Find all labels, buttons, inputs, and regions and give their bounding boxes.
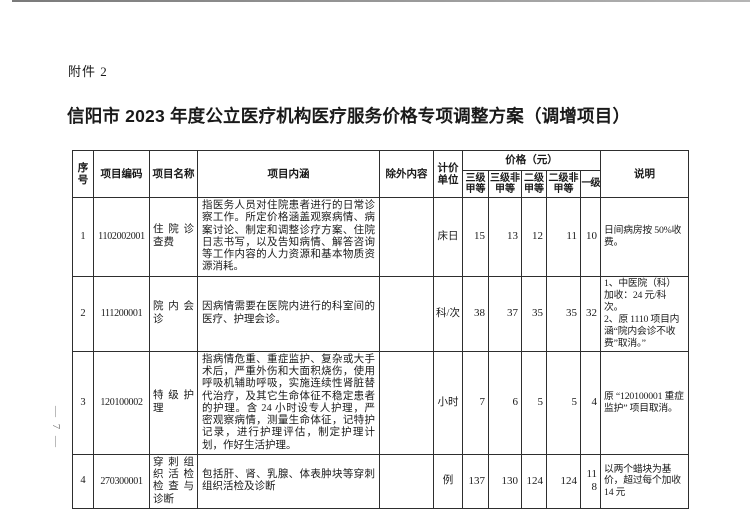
col-header-name: 项目名称 <box>149 150 198 198</box>
cell-price-3b: 37 <box>488 275 522 352</box>
col-header-unit: 计价单位 <box>433 150 463 198</box>
cell-code: 120100002 <box>93 350 150 455</box>
cell-price-2b: 11 <box>546 197 581 277</box>
cell-price-2b: 5 <box>546 350 581 455</box>
cell-price-1: 4 <box>579 350 602 455</box>
cell-note: 日间病房按 50%收费。 <box>600 197 690 277</box>
col-header-level-2b: 二级非甲等 <box>546 170 581 198</box>
col-header-content: 项目内涵 <box>197 150 380 198</box>
cell-price-2a: 124 <box>521 453 547 509</box>
cell-price-2b: 35 <box>546 275 581 352</box>
cell-price-1: 32 <box>579 275 602 352</box>
cell-unit: 科/次 <box>433 275 463 352</box>
cell-name: 特级护理 <box>149 350 198 455</box>
cell-price-2b: 124 <box>546 453 581 509</box>
pricing-table-container: 序号 项目编码 项目名称 项目内涵 除外内容 计价单位 价格（元） 说明 三级甲… <box>72 150 690 509</box>
scan-edge-artifact <box>12 0 750 2</box>
cell-price-3b: 130 <box>488 453 522 509</box>
attachment-label: 附件 2 <box>68 64 108 79</box>
header-row-levels: 三级甲等 三级非甲等 二级甲等 二级非甲等 一级 <box>73 170 689 198</box>
col-header-excluded: 除外内容 <box>379 150 434 198</box>
table-row: 4 270300001 穿刺组织活检检查与诊断 包括肝、肾、乳腺、体表肿块等穿刺… <box>72 453 690 509</box>
header-row-top: 序号 项目编码 项目名称 项目内涵 除外内容 计价单位 价格（元） 说明 <box>72 150 690 198</box>
cell-excluded <box>379 453 434 509</box>
cell-seq: 3 <box>72 350 94 455</box>
cell-price-2a: 12 <box>521 197 547 277</box>
cell-price-1: 10 <box>579 197 602 277</box>
cell-price-3a: 137 <box>462 453 489 509</box>
table-row: 3 120100002 特级护理 指病情危重、重症监护、复杂或大手术后，严重外伤… <box>72 350 690 455</box>
cell-name: 住院诊查费 <box>149 197 198 277</box>
col-header-code: 项目编码 <box>93 150 150 198</box>
col-header-level-3b: 三级非甲等 <box>488 170 522 198</box>
table-row: 1 1102002001 住院诊查费 指医务人员对住院患者进行的日常诊察工作。所… <box>72 197 690 277</box>
cell-note: 1、中医院（科）加收：24 元/科次。 2、原 1110 项目内涵“院内会诊不收… <box>600 275 690 352</box>
col-header-price-group: 价格（元） <box>461 150 602 171</box>
col-header-level-2a: 二级甲等 <box>521 170 547 198</box>
cell-content: 指医务人员对住院患者进行的日常诊察工作。所定价格涵盖观察病情、病案讨论、制定和调… <box>197 197 380 277</box>
table-row: 2 111200001 院内会诊 因病情需要在医院内进行的科室间的医疗、护理会诊… <box>72 275 690 352</box>
cell-seq: 4 <box>72 453 94 509</box>
cell-seq: 2 <box>72 275 94 352</box>
cell-code: 1102002001 <box>93 197 150 277</box>
cell-name: 院内会诊 <box>149 275 198 352</box>
col-header-note: 说明 <box>600 150 690 198</box>
cell-unit: 床日 <box>433 197 463 277</box>
col-header-seq: 序号 <box>72 150 94 198</box>
col-header-level-1: 一级 <box>579 170 602 198</box>
cell-price-2a: 5 <box>521 350 547 455</box>
cell-price-3b: 6 <box>488 350 522 455</box>
cell-price-3a: 15 <box>462 197 489 277</box>
cell-note: 原 “120100001 重症监护” 项目取消。 <box>600 350 690 455</box>
cell-code: 111200001 <box>93 275 150 352</box>
cell-price-2a: 35 <box>521 275 547 352</box>
cell-code: 270300001 <box>93 453 150 509</box>
pricing-table: 序号 项目编码 项目名称 项目内涵 除外内容 计价单位 价格（元） 说明 三级甲… <box>72 150 690 509</box>
cell-price-3b: 13 <box>488 197 522 277</box>
cell-excluded <box>379 350 434 455</box>
page-number: — 7 — <box>50 406 62 449</box>
col-header-level-3a: 三级甲等 <box>462 170 489 198</box>
cell-price-3a: 38 <box>462 275 489 352</box>
cell-price-3a: 7 <box>462 350 489 455</box>
cell-unit: 例 <box>433 453 463 509</box>
cell-unit: 小时 <box>433 350 463 455</box>
cell-content: 因病情需要在医院内进行的科室间的医疗、护理会诊。 <box>197 275 380 352</box>
cell-name: 穿刺组织活检检查与诊断 <box>149 453 198 509</box>
cell-content: 指病情危重、重症监护、复杂或大手术后，严重外伤和大面积烧伤，使用呼吸机辅助呼吸，… <box>197 350 380 455</box>
cell-content: 包括肝、肾、乳腺、体表肿块等穿刺组织活检及诊断 <box>197 453 380 509</box>
cell-excluded <box>379 275 434 352</box>
page-title: 信阳市 2023 年度公立医疗机构医疗服务价格专项调整方案（调增项目） <box>67 106 631 126</box>
cell-price-1: 118 <box>579 453 602 509</box>
cell-seq: 1 <box>72 197 94 277</box>
cell-note: 以两个蜡块为基价，超过每个加收 14 元 <box>600 453 690 509</box>
cell-excluded <box>379 197 434 277</box>
